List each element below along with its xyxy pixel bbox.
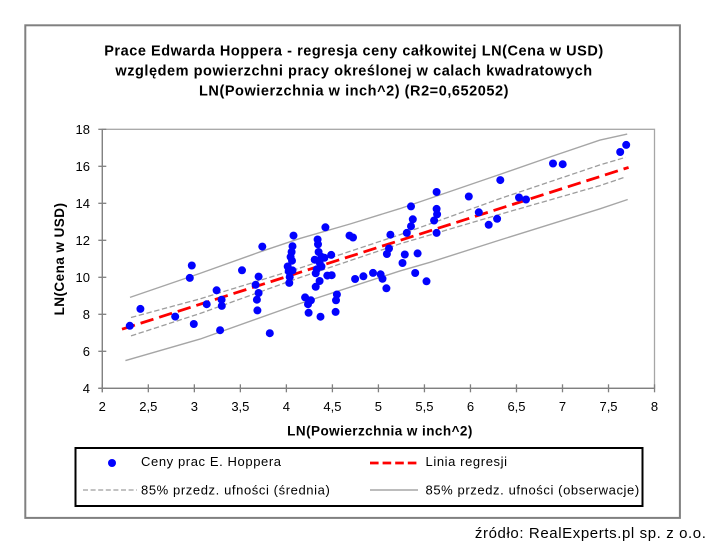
svg-text:względem powierzchni pracy okr: względem powierzchni pracy określonej w … (114, 63, 592, 79)
svg-text:2,5: 2,5 (139, 399, 157, 414)
svg-text:85% przedz. ufności (obserwacj: 85% przedz. ufności (obserwacje) (426, 483, 640, 498)
svg-text:8: 8 (83, 307, 90, 322)
svg-text:7,5: 7,5 (599, 399, 617, 414)
svg-text:10: 10 (76, 270, 90, 285)
svg-text:4: 4 (283, 399, 290, 414)
svg-text:6: 6 (467, 399, 474, 414)
svg-text:4,5: 4,5 (323, 399, 341, 414)
svg-text:6: 6 (83, 344, 90, 359)
svg-text:12: 12 (76, 233, 90, 248)
svg-text:8: 8 (651, 399, 658, 414)
svg-text:Ceny prac E. Hoppera: Ceny prac E. Hoppera (141, 454, 282, 469)
svg-text:85% przedz. ufności (średnia): 85% przedz. ufności (średnia) (141, 483, 330, 498)
svg-text:16: 16 (76, 159, 90, 174)
svg-text:źródło: RealExperts.pl sp. z o: źródło: RealExperts.pl sp. z o.o. (475, 525, 706, 542)
svg-text:3,5: 3,5 (231, 399, 249, 414)
svg-text:Linia regresji: Linia regresji (426, 454, 508, 469)
svg-text:5,5: 5,5 (415, 399, 433, 414)
svg-text:3: 3 (191, 399, 198, 414)
svg-text:5: 5 (375, 399, 382, 414)
svg-text:2: 2 (99, 399, 106, 414)
svg-text:LN(Powierzchnia w inch^2): LN(Powierzchnia w inch^2) (287, 424, 473, 439)
svg-text:LN(Cena w USD): LN(Cena w USD) (52, 203, 67, 316)
svg-text:6,5: 6,5 (507, 399, 525, 414)
svg-text:Prace Edwarda Hoppera - regres: Prace Edwarda Hoppera - regresja ceny ca… (104, 44, 604, 60)
svg-text:4: 4 (83, 381, 90, 396)
svg-text:14: 14 (76, 196, 90, 211)
svg-text:LN(Powierzchnia w inch^2) (R2=: LN(Powierzchnia w inch^2) (R2=0,652052) (199, 83, 509, 99)
svg-text:18: 18 (76, 122, 90, 137)
svg-text:7: 7 (559, 399, 566, 414)
